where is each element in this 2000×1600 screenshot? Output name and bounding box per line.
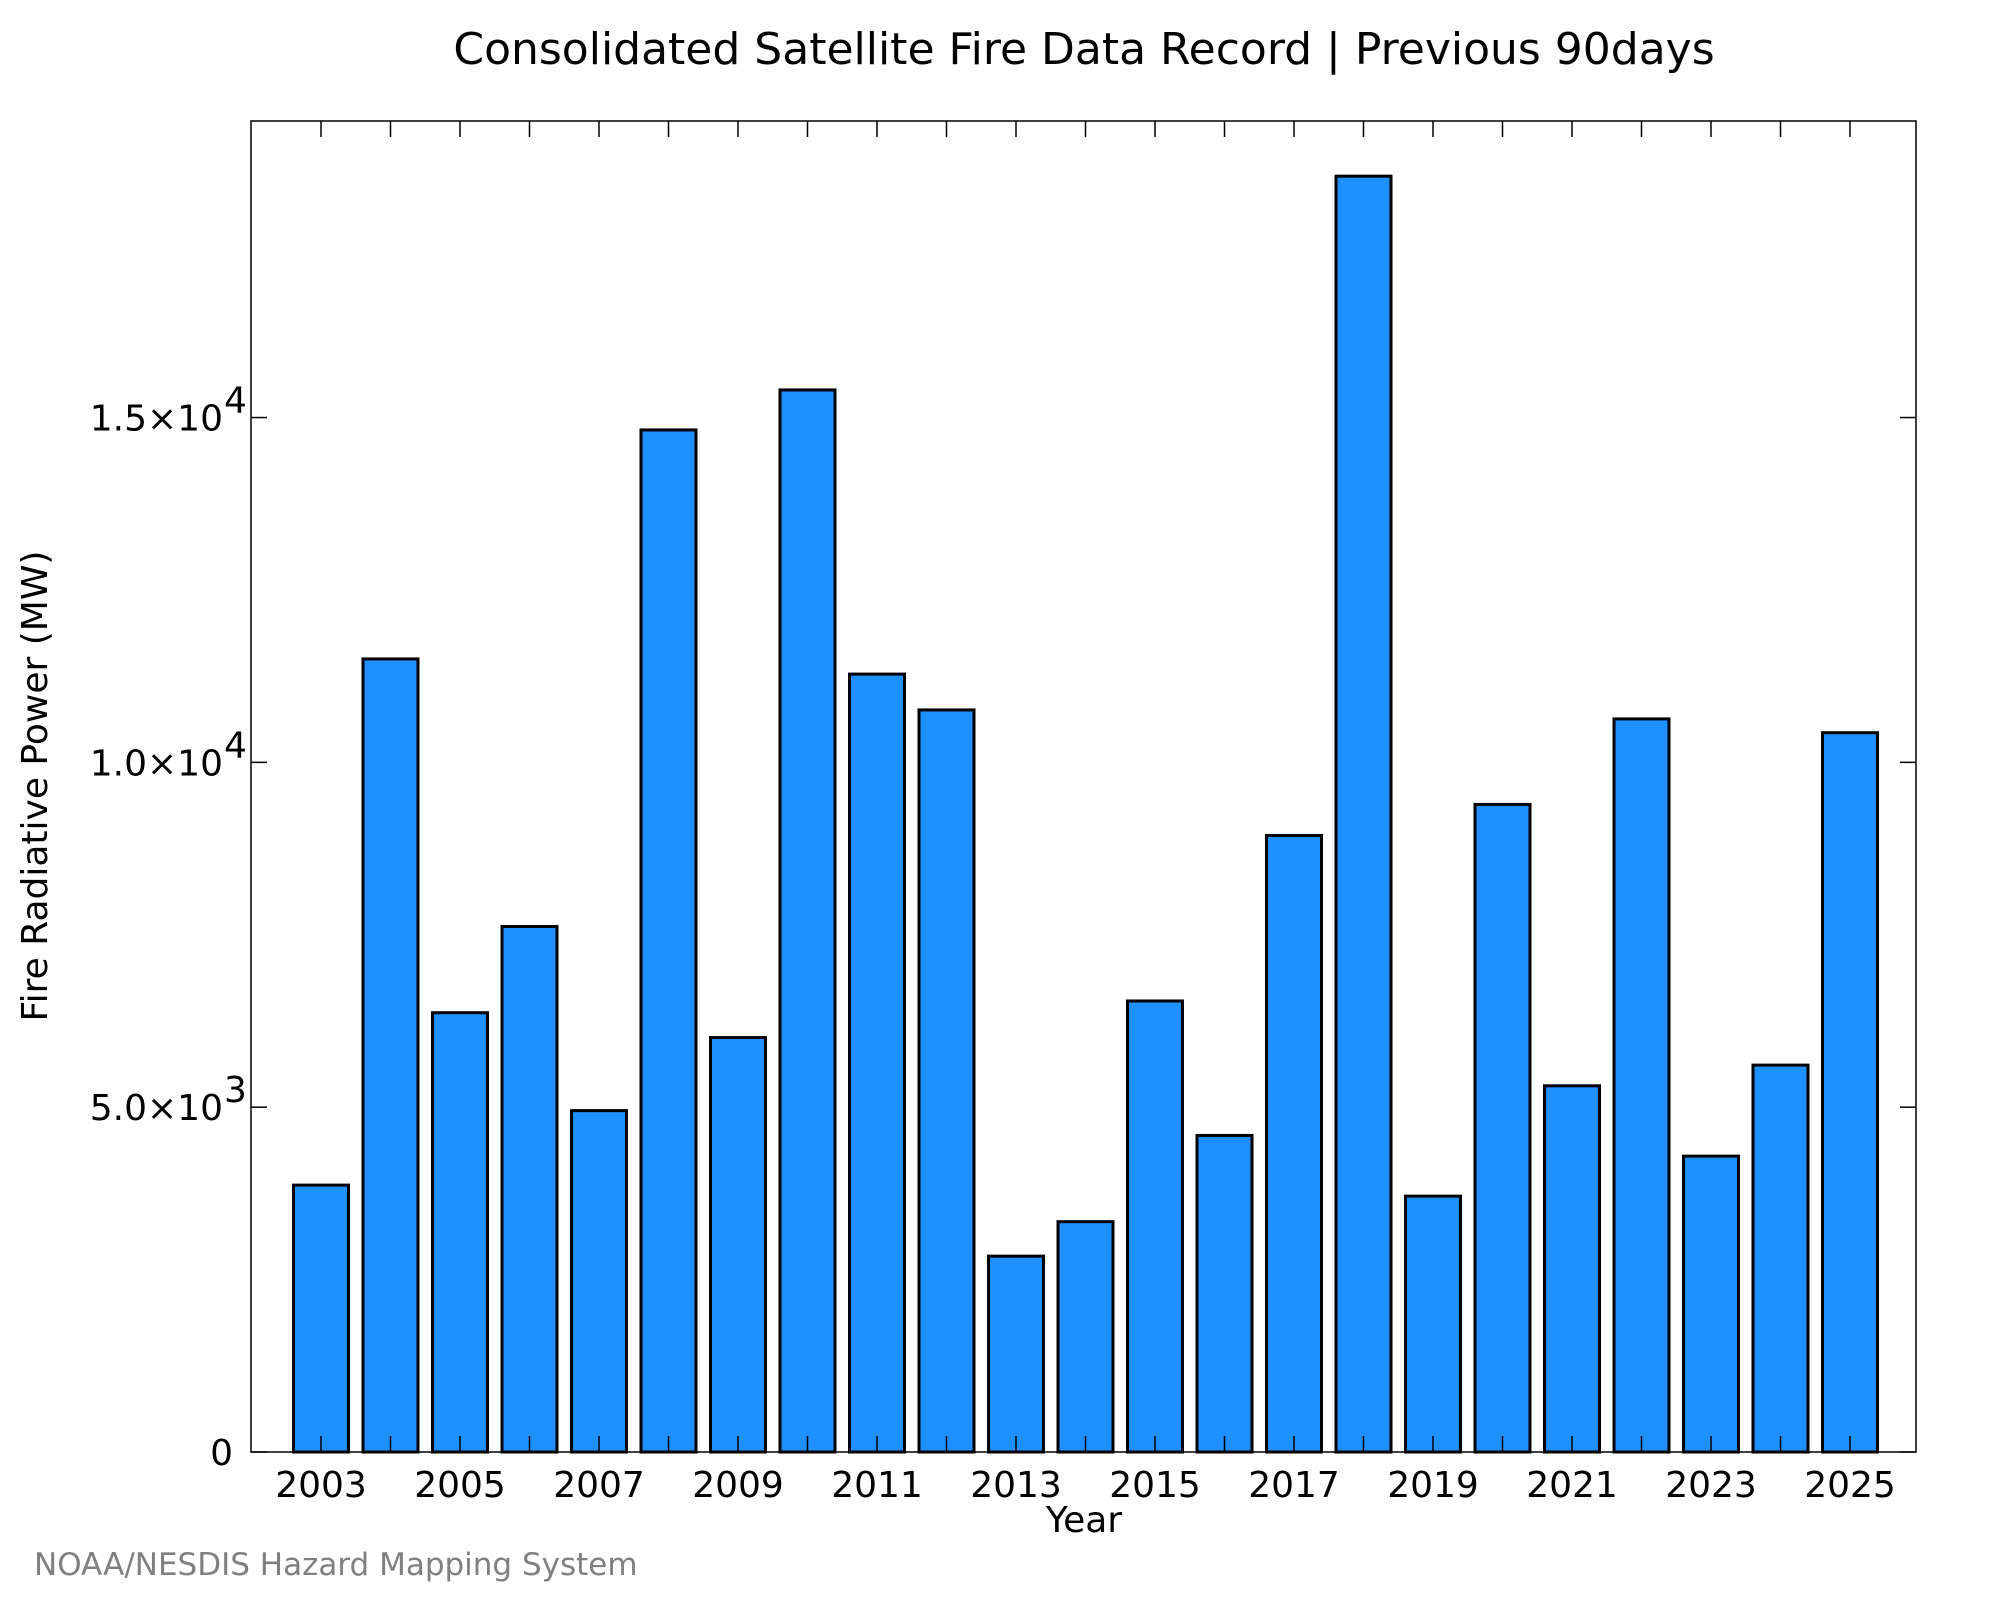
- plot-frame: [250, 120, 1917, 1453]
- bar-2003: [292, 1183, 350, 1454]
- bar-2008: [639, 428, 698, 1454]
- bar-2019: [1404, 1194, 1462, 1454]
- x-tick-label-2015: 2015: [1109, 1465, 1201, 1506]
- x-tick-label-2007: 2007: [553, 1465, 645, 1506]
- x-tick-label-2009: 2009: [692, 1465, 784, 1506]
- bar-2004: [361, 657, 420, 1454]
- bar-2014: [1056, 1220, 1115, 1454]
- bar-2012: [917, 708, 976, 1454]
- y-tick-label-0: 0: [210, 1433, 233, 1474]
- x-tick-label-2017: 2017: [1248, 1465, 1340, 1506]
- x-tick-label-2005: 2005: [414, 1465, 506, 1506]
- bar-2010: [778, 388, 837, 1454]
- y-tick-label-5000: 5.0×10: [90, 1088, 223, 1129]
- bar-2013: [987, 1254, 1045, 1454]
- x-tick-label-2011: 2011: [831, 1465, 923, 1506]
- bar-2006: [500, 924, 559, 1454]
- ticks-group: 2003 2005 2007 2009 2011 2013 2015 2017 2019 2021…: [90, 121, 1916, 1506]
- x-tick-label-2023: 2023: [1665, 1465, 1757, 1506]
- chart-title: Consolidated Satellite Fire Data Record …: [453, 24, 1714, 75]
- y-tick-exponent-10000: 4: [224, 725, 247, 766]
- bar-2007: [570, 1109, 628, 1454]
- y-tick-exponent-5000: 3: [224, 1070, 247, 1111]
- y-tick-label-15000: 1.5×10: [90, 399, 223, 440]
- bar-2024: [1751, 1063, 1810, 1454]
- y-tick-exponent-15000: 4: [224, 381, 247, 422]
- x-tick-label-2003: 2003: [275, 1465, 367, 1506]
- bar-2009: [709, 1036, 767, 1454]
- y-axis-label: Fire Radiative Power (MW): [15, 551, 56, 1022]
- source-credit: NOAA/NESDIS Hazard Mapping System: [34, 1547, 638, 1583]
- x-tick-label-2019: 2019: [1387, 1465, 1479, 1506]
- x-tick-label-2013: 2013: [970, 1465, 1062, 1506]
- bar-2011: [848, 672, 906, 1454]
- bar-2005: [431, 1011, 489, 1454]
- bar-2016: [1195, 1133, 1254, 1454]
- bar-2022: [1612, 717, 1671, 1454]
- bar-2020: [1473, 802, 1532, 1454]
- x-axis-label: Year: [1045, 1500, 1122, 1541]
- bar-2015: [1126, 999, 1184, 1454]
- y-tick-label-10000: 1.0×10: [90, 743, 223, 784]
- bar-2021: [1543, 1084, 1601, 1454]
- bar-2017: [1265, 833, 1323, 1454]
- bar-2023: [1682, 1154, 1740, 1454]
- bar-2025: [1821, 731, 1879, 1454]
- bar-2018: [1334, 174, 1393, 1454]
- x-tick-label-2021: 2021: [1526, 1465, 1618, 1506]
- bars-group: [292, 174, 1879, 1454]
- x-tick-label-2025: 2025: [1804, 1465, 1896, 1506]
